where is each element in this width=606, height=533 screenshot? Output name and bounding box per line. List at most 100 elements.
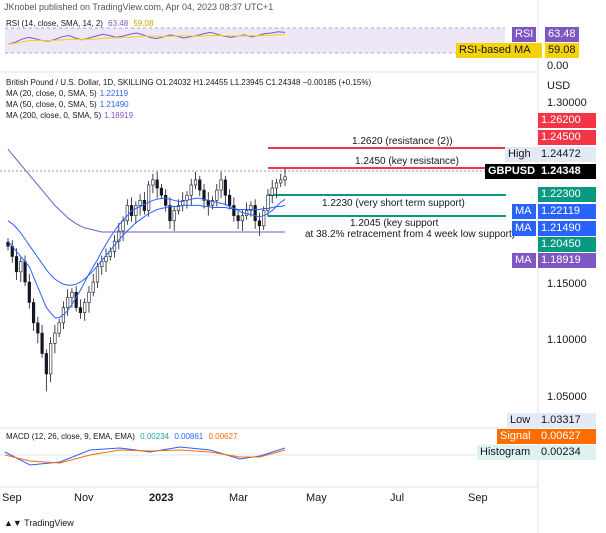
- price-tick-3: 1.10000: [547, 334, 587, 346]
- annotation-key-support-1: 1.2045 (key support: [350, 218, 439, 229]
- high-label-text: High: [508, 148, 531, 160]
- candle-body: [189, 184, 193, 196]
- candle-body: [87, 291, 91, 303]
- ma20-tag-label: MA: [512, 204, 536, 219]
- candle-body: [232, 205, 236, 216]
- time-tick-4: Mar: [229, 492, 248, 504]
- candle-body: [270, 187, 274, 196]
- candle-body: [134, 205, 138, 216]
- ma50-legend: MA (50, close, 0, SMA, 5) 1.21490: [6, 100, 129, 109]
- last-price-tag: 1.24348: [538, 164, 596, 179]
- tradingview-logo-icon: ▲▼: [4, 518, 22, 528]
- rsi-legend-value: 63.48: [108, 19, 129, 28]
- candle-body: [104, 256, 108, 262]
- candle-body: [151, 179, 155, 186]
- macd-line: [4, 446, 286, 466]
- histogram-label-text: Histogram: [480, 446, 531, 458]
- short-support-tag-text: 1.22300: [541, 188, 581, 200]
- macd-legend-macd: 0.00861: [174, 432, 204, 441]
- candle-body: [262, 210, 266, 227]
- candle-body: [138, 200, 142, 206]
- candle-body: [125, 205, 129, 222]
- candle-body: [185, 194, 189, 201]
- ma50-legend-label: MA (50, close, 0, SMA, 5): [6, 100, 97, 109]
- signal-label-tag: Signal: [497, 429, 538, 444]
- rsi-legend-ma-value: 59.08: [133, 19, 154, 28]
- symbol-tag-text: GBPUSD: [488, 165, 536, 177]
- macd-legend: MACD (12, 26, close, 9, EMA, EMA) 0.0023…: [6, 432, 237, 441]
- rsi-ma-value-tag: 59.08: [545, 43, 579, 58]
- currency-label: USD: [547, 80, 571, 92]
- key-support-tag: 1.20450: [538, 237, 596, 252]
- macd-legend-signal: 0.00627: [208, 432, 238, 441]
- rsi-ma-line: [7, 34, 286, 45]
- candle-body: [279, 179, 283, 184]
- ma50-tag-label-text: MA: [515, 222, 532, 234]
- ma20-legend-value: 1.22119: [99, 89, 129, 98]
- tradingview-logo: ▲▼ TradingView: [4, 518, 74, 528]
- ma20-tag-text: 1.22119: [541, 205, 580, 217]
- candle-body: [53, 332, 57, 344]
- high-value-text: 1.24472: [541, 148, 581, 160]
- ma50-tag-label: MA: [512, 221, 536, 236]
- candle-body: [274, 182, 279, 189]
- ma200-line: [7, 148, 285, 233]
- high-value-tag: 1.24472: [538, 147, 596, 162]
- candle-body: [240, 215, 244, 222]
- candle-body: [176, 205, 181, 211]
- ma200-legend-value: 1.18919: [104, 111, 134, 120]
- rsi-zero-label: 0.00: [547, 60, 569, 72]
- candle-body: [155, 179, 159, 189]
- time-tick-6: Jul: [390, 492, 405, 504]
- annotation-key-resistance: 1.2450 (key resistance): [355, 156, 459, 167]
- annotation-key-support-2: at 38.2% retracement from 4 week low sup…: [305, 229, 516, 240]
- ma200-tag-text: 1.18919: [541, 254, 581, 266]
- rsi-legend-label: RSI (14, close, SMA, 14, 2): [6, 19, 103, 28]
- time-tick-7: Sep: [468, 492, 488, 504]
- candle-body: [40, 332, 44, 354]
- low-value-text: 1.03317: [541, 414, 581, 426]
- rsi-band: [5, 28, 505, 53]
- candle-body: [223, 179, 227, 196]
- candle-body: [49, 343, 53, 375]
- price-tick-2: 1.15000: [547, 278, 587, 290]
- price-tick-4: 1.05000: [547, 391, 587, 403]
- candle-body: [95, 266, 100, 283]
- candle-body: [100, 261, 104, 268]
- candles: [6, 168, 287, 392]
- candle-body: [206, 200, 210, 206]
- candle-body: [91, 281, 95, 293]
- candle-body: [19, 261, 23, 273]
- candle-body: [202, 189, 206, 201]
- resistance-2-tag-text: 1.26200: [541, 114, 581, 126]
- candle-body: [66, 297, 70, 308]
- candle-body: [147, 184, 151, 211]
- candle-body: [36, 322, 40, 334]
- candle-body: [215, 189, 219, 201]
- candle-body: [266, 194, 270, 211]
- ma20-tag: 1.22119: [538, 204, 596, 219]
- histogram-value-tag: 0.00234: [538, 445, 596, 460]
- candle-body: [14, 256, 19, 273]
- ma20-tag-label-text: MA: [515, 205, 532, 217]
- low-value-tag: 1.03317: [538, 413, 596, 428]
- rsi-tag: RSI: [512, 27, 537, 42]
- candle-body: [142, 200, 146, 211]
- rsi-ma-label: RSI-based MA: [459, 44, 531, 56]
- candle-body: [236, 215, 240, 222]
- signal-value-tag: 0.00627: [538, 429, 596, 444]
- candle-body: [70, 291, 74, 298]
- ma200-legend-label: MA (200, close, 0, SMA, 5): [6, 111, 102, 120]
- ma20-legend-label: MA (20, close, 0, SMA, 5): [6, 89, 97, 98]
- ma50-legend-value: 1.21490: [99, 100, 129, 109]
- high-label-tag: High: [505, 147, 538, 162]
- rsi-tag-label: RSI: [515, 28, 534, 40]
- candle-body: [283, 176, 287, 181]
- candle-body: [78, 307, 83, 313]
- symbol-legend: British Pound / U.S. Dollar, 1D, SKILLIN…: [6, 78, 372, 87]
- macd-signal-line: [4, 449, 286, 464]
- candle-body: [168, 205, 172, 222]
- histogram-label-tag: Histogram: [477, 445, 538, 460]
- candle-body: [44, 353, 48, 375]
- key-resistance-tag-text: 1.24500: [541, 131, 581, 143]
